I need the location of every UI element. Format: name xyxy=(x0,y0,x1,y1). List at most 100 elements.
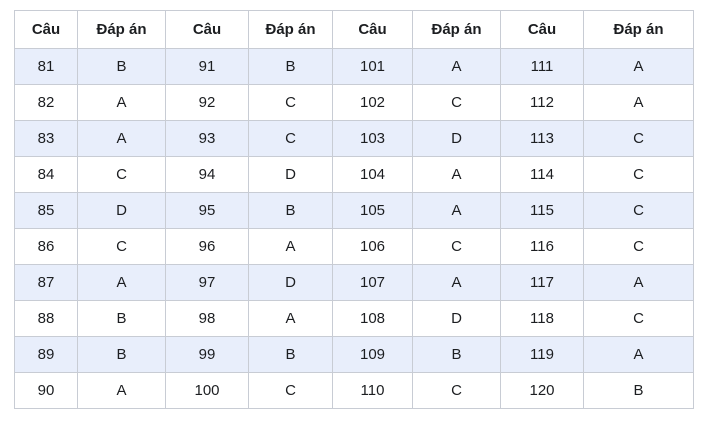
question-column-header: Câu xyxy=(332,10,413,49)
answer-cell: A xyxy=(77,372,166,409)
answer-cell: D xyxy=(248,156,333,193)
answer-cell: A xyxy=(583,84,694,121)
answer-cell: A xyxy=(248,228,333,265)
question-number-cell: 112 xyxy=(500,84,584,121)
question-column-header: Câu xyxy=(500,10,584,49)
question-number-cell: 113 xyxy=(500,120,584,157)
answer-cell: C xyxy=(583,192,694,229)
question-number-cell: 95 xyxy=(165,192,249,229)
question-number-cell: 106 xyxy=(332,228,413,265)
answer-cell: C xyxy=(412,228,501,265)
question-number-cell: 82 xyxy=(14,84,78,121)
answer-cell: C xyxy=(583,300,694,337)
question-number-cell: 99 xyxy=(165,336,249,373)
answer-column-header: Đáp án xyxy=(248,10,333,49)
answer-cell: D xyxy=(412,120,501,157)
question-number-cell: 108 xyxy=(332,300,413,337)
answer-cell: D xyxy=(412,300,501,337)
answer-cell: C xyxy=(583,228,694,265)
answer-column-header: Đáp án xyxy=(412,10,501,49)
question-number-cell: 87 xyxy=(14,264,78,301)
answer-cell: C xyxy=(248,120,333,157)
question-number-cell: 101 xyxy=(332,48,413,85)
question-number-cell: 94 xyxy=(165,156,249,193)
question-number-cell: 84 xyxy=(14,156,78,193)
question-number-cell: 110 xyxy=(332,372,413,409)
table-row: 83 A 93 C 103 D 113 C xyxy=(14,120,694,157)
question-number-cell: 83 xyxy=(14,120,78,157)
answer-cell: B xyxy=(77,300,166,337)
question-number-cell: 89 xyxy=(14,336,78,373)
table-row: 82 A 92 C 102 C 112 A xyxy=(14,84,694,121)
question-column-header: Câu xyxy=(14,10,78,49)
question-number-cell: 109 xyxy=(332,336,413,373)
answer-cell: B xyxy=(248,192,333,229)
answer-column-header: Đáp án xyxy=(583,10,694,49)
question-column-header: Câu xyxy=(165,10,249,49)
answer-cell: A xyxy=(412,48,501,85)
answer-cell: A xyxy=(77,120,166,157)
answer-cell: A xyxy=(248,300,333,337)
table-row: 87 A 97 D 107 A 117 A xyxy=(14,264,694,301)
answer-cell: A xyxy=(412,264,501,301)
question-number-cell: 98 xyxy=(165,300,249,337)
question-number-cell: 105 xyxy=(332,192,413,229)
table-row: 89 B 99 B 109 B 119 A xyxy=(14,336,694,373)
question-number-cell: 118 xyxy=(500,300,584,337)
answer-cell: D xyxy=(77,192,166,229)
question-number-cell: 117 xyxy=(500,264,584,301)
question-number-cell: 107 xyxy=(332,264,413,301)
question-number-cell: 96 xyxy=(165,228,249,265)
answer-key-table: Câu Đáp án Câu Đáp án Câu Đáp án Câu Đáp án 81 B… xyxy=(14,10,694,409)
question-number-cell: 114 xyxy=(500,156,584,193)
question-number-cell: 85 xyxy=(14,192,78,229)
question-number-cell: 91 xyxy=(165,48,249,85)
question-number-cell: 103 xyxy=(332,120,413,157)
answer-cell: C xyxy=(412,372,501,409)
answer-cell: C xyxy=(583,156,694,193)
question-number-cell: 81 xyxy=(14,48,78,85)
question-number-cell: 102 xyxy=(332,84,413,121)
table-row: 90 A 100 C 110 C 120 B xyxy=(14,372,694,409)
question-number-cell: 88 xyxy=(14,300,78,337)
table-row: 84 C 94 D 104 A 114 C xyxy=(14,156,694,193)
table-body: 81 B 91 B 101 A 111 A 82 A 92 C 102 C 112 A 83 A 93 C 103 D 11… xyxy=(14,48,694,409)
answer-cell: B xyxy=(248,336,333,373)
answer-column-header: Đáp án xyxy=(77,10,166,49)
answer-cell: A xyxy=(583,48,694,85)
answer-cell: A xyxy=(77,264,166,301)
table-row: 85 D 95 B 105 A 115 C xyxy=(14,192,694,229)
answer-cell: C xyxy=(412,84,501,121)
question-number-cell: 93 xyxy=(165,120,249,157)
answer-cell: C xyxy=(77,156,166,193)
answer-cell: B xyxy=(583,372,694,409)
answer-cell: B xyxy=(412,336,501,373)
question-number-cell: 115 xyxy=(500,192,584,229)
question-number-cell: 111 xyxy=(500,48,584,85)
answer-cell: B xyxy=(77,336,166,373)
table-row: 86 C 96 A 106 C 116 C xyxy=(14,228,694,265)
answer-cell: A xyxy=(77,84,166,121)
question-number-cell: 92 xyxy=(165,84,249,121)
table-row: 81 B 91 B 101 A 111 A xyxy=(14,48,694,85)
answer-cell: C xyxy=(77,228,166,265)
answer-cell: C xyxy=(248,372,333,409)
question-number-cell: 104 xyxy=(332,156,413,193)
question-number-cell: 86 xyxy=(14,228,78,265)
answer-cell: D xyxy=(248,264,333,301)
answer-cell: B xyxy=(248,48,333,85)
question-number-cell: 100 xyxy=(165,372,249,409)
question-number-cell: 90 xyxy=(14,372,78,409)
answer-cell: C xyxy=(248,84,333,121)
question-number-cell: 119 xyxy=(500,336,584,373)
answer-cell: A xyxy=(412,156,501,193)
question-number-cell: 97 xyxy=(165,264,249,301)
answer-cell: B xyxy=(77,48,166,85)
header-row: Câu Đáp án Câu Đáp án Câu Đáp án Câu Đáp án xyxy=(14,10,694,49)
table-row: 88 B 98 A 108 D 118 C xyxy=(14,300,694,337)
answer-cell: A xyxy=(583,336,694,373)
answer-cell: C xyxy=(583,120,694,157)
answer-cell: A xyxy=(583,264,694,301)
question-number-cell: 120 xyxy=(500,372,584,409)
